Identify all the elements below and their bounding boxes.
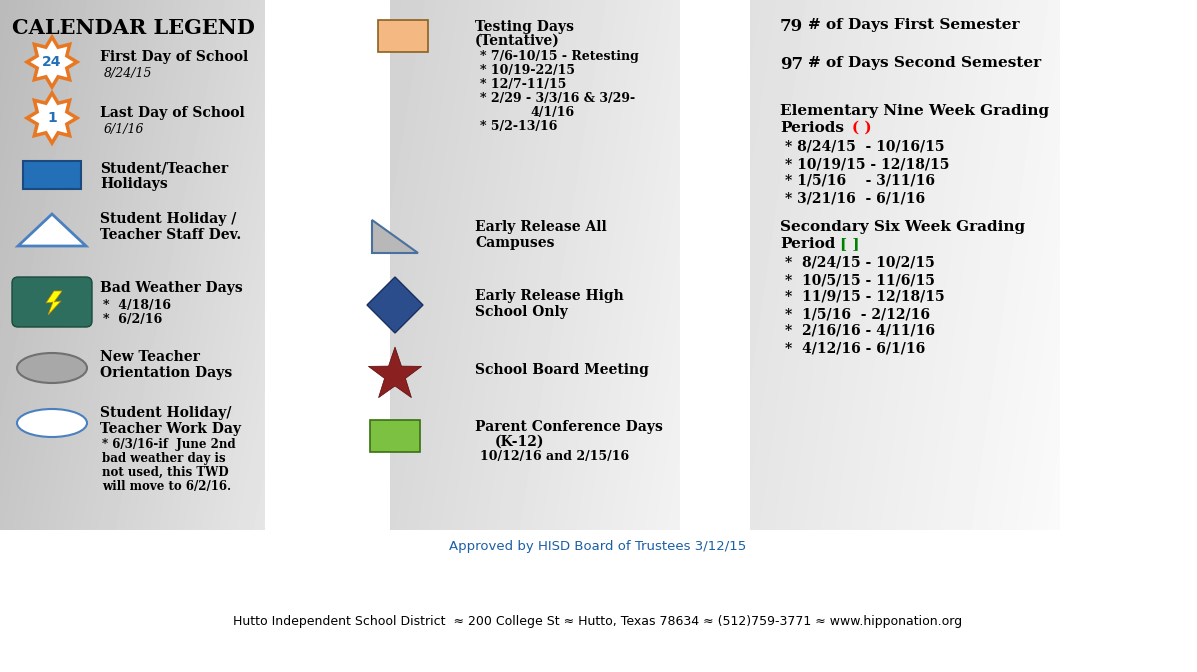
Text: * 6/3/16-if  June 2nd: * 6/3/16-if June 2nd — [102, 438, 236, 451]
Text: * 10/19-22/15: * 10/19-22/15 — [480, 64, 575, 77]
Text: *  11/9/15 - 12/18/15: * 11/9/15 - 12/18/15 — [785, 290, 944, 304]
Text: # of Days Second Semester: # of Days Second Semester — [808, 56, 1041, 70]
Polygon shape — [28, 93, 77, 143]
Text: * 10/19/15 - 12/18/15: * 10/19/15 - 12/18/15 — [785, 157, 949, 171]
Text: Bad Weather Days: Bad Weather Days — [101, 281, 243, 295]
Text: * 8/24/15  - 10/16/15: * 8/24/15 - 10/16/15 — [785, 140, 944, 154]
Text: [ ]: [ ] — [840, 237, 859, 251]
Text: Parent Conference Days: Parent Conference Days — [475, 420, 663, 434]
Text: * 3/21/16  - 6/1/16: * 3/21/16 - 6/1/16 — [785, 191, 925, 205]
Text: *  2/16/16 - 4/11/16: * 2/16/16 - 4/11/16 — [785, 324, 935, 338]
Text: Early Release All: Early Release All — [475, 220, 607, 234]
Text: *  8/24/15 - 10/2/15: * 8/24/15 - 10/2/15 — [785, 256, 935, 270]
Text: * 2/29 - 3/3/16 & 3/29-: * 2/29 - 3/3/16 & 3/29- — [480, 92, 636, 105]
Ellipse shape — [17, 353, 87, 383]
Polygon shape — [367, 277, 423, 333]
Text: (Tentative): (Tentative) — [475, 34, 560, 48]
Text: Orientation Days: Orientation Days — [101, 366, 232, 380]
Text: CALENDAR LEGEND: CALENDAR LEGEND — [12, 18, 255, 38]
Text: 79: 79 — [780, 18, 803, 35]
Text: 10/12/16 and 2/15/16: 10/12/16 and 2/15/16 — [480, 450, 630, 463]
FancyBboxPatch shape — [12, 277, 92, 327]
Polygon shape — [28, 37, 77, 87]
Text: Secondary Six Week Grading: Secondary Six Week Grading — [780, 220, 1025, 234]
Text: (K-12): (K-12) — [496, 435, 545, 449]
Text: School Board Meeting: School Board Meeting — [475, 363, 649, 377]
Text: * 7/6-10/15 - Retesting: * 7/6-10/15 - Retesting — [480, 50, 639, 63]
Text: # of Days First Semester: # of Days First Semester — [808, 18, 1020, 32]
Text: Campuses: Campuses — [475, 236, 554, 250]
Text: Testing Days: Testing Days — [475, 20, 575, 34]
Text: Early Release High: Early Release High — [475, 289, 624, 303]
Text: Elementary Nine Week Grading: Elementary Nine Week Grading — [780, 104, 1049, 118]
Text: *  1/5/16  - 2/12/16: * 1/5/16 - 2/12/16 — [785, 307, 930, 321]
Text: bad weather day is: bad weather day is — [102, 452, 225, 465]
Text: *  4/18/16: * 4/18/16 — [103, 299, 171, 312]
Polygon shape — [369, 347, 421, 398]
Text: Approved by HISD Board of Trustees 3/12/15: Approved by HISD Board of Trustees 3/12/… — [449, 540, 747, 553]
Polygon shape — [372, 220, 418, 253]
Text: 6/1/16: 6/1/16 — [104, 123, 145, 136]
Text: *  4/12/16 - 6/1/16: * 4/12/16 - 6/1/16 — [785, 341, 925, 355]
Text: Periods: Periods — [780, 121, 844, 135]
Text: Last Day of School: Last Day of School — [101, 106, 244, 120]
Bar — [378, 20, 429, 52]
Text: will move to 6/2/16.: will move to 6/2/16. — [102, 480, 231, 493]
Polygon shape — [45, 291, 62, 315]
Text: ( ): ( ) — [852, 121, 871, 135]
Text: * 12/7-11/15: * 12/7-11/15 — [480, 78, 566, 91]
Text: New Teacher: New Teacher — [101, 350, 200, 364]
Text: * 1/5/16    - 3/11/16: * 1/5/16 - 3/11/16 — [785, 174, 935, 188]
Text: 97: 97 — [780, 56, 803, 73]
Text: * 5/2-13/16: * 5/2-13/16 — [480, 120, 558, 133]
Text: Student/Teacher: Student/Teacher — [101, 161, 229, 175]
Text: First Day of School: First Day of School — [101, 50, 248, 64]
Text: Period: Period — [780, 237, 836, 251]
Bar — [370, 420, 420, 452]
Text: School Only: School Only — [475, 305, 567, 319]
Text: 8/24/15: 8/24/15 — [104, 67, 152, 80]
Text: 4/1/16: 4/1/16 — [530, 106, 575, 119]
Bar — [23, 161, 81, 189]
Text: 24: 24 — [42, 55, 62, 69]
Text: Holidays: Holidays — [101, 177, 168, 191]
Text: Teacher Work Day: Teacher Work Day — [101, 422, 241, 436]
Text: not used, this TWD: not used, this TWD — [102, 466, 229, 479]
Text: Student Holiday/: Student Holiday/ — [101, 406, 231, 420]
Text: *  10/5/15 - 11/6/15: * 10/5/15 - 11/6/15 — [785, 273, 935, 287]
Text: Hutto Independent School District  ≈ 200 College St ≈ Hutto, Texas 78634 ≈ (512): Hutto Independent School District ≈ 200 … — [233, 615, 962, 628]
Polygon shape — [18, 214, 86, 246]
Text: *  6/2/16: * 6/2/16 — [103, 313, 163, 326]
Text: 1: 1 — [47, 111, 57, 125]
Text: Teacher Staff Dev.: Teacher Staff Dev. — [101, 228, 242, 242]
Text: Student Holiday /: Student Holiday / — [101, 212, 236, 226]
Ellipse shape — [17, 409, 87, 437]
